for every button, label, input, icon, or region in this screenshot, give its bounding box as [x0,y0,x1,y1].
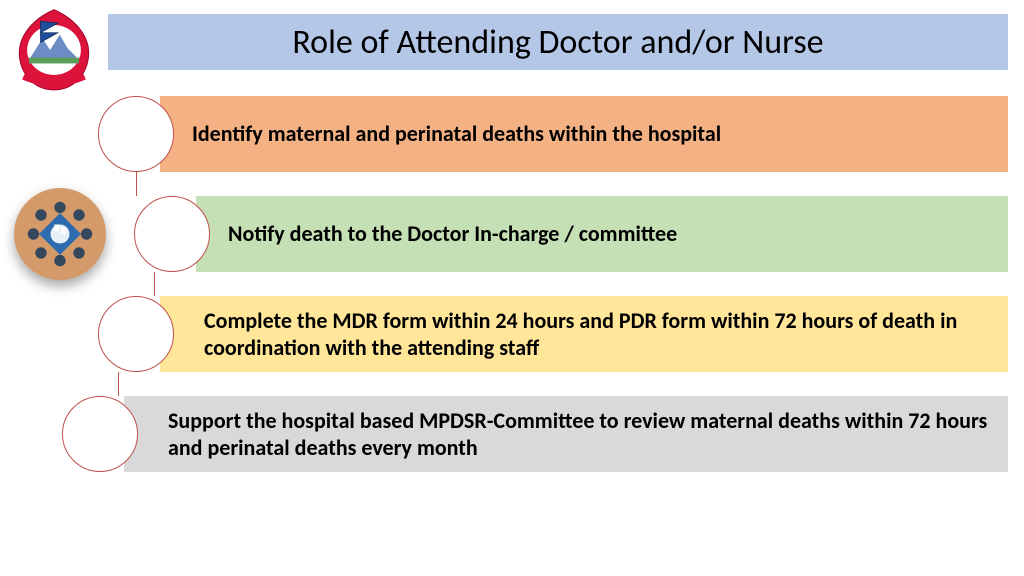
meeting-icon [14,188,106,280]
step-bar: Identify maternal and perinatal deaths w… [160,96,1008,172]
step-bar: Support the hospital based MPDSR-Committ… [124,396,1008,472]
step-marker [98,96,174,172]
step-marker [98,296,174,372]
step-label: Notify death to the Doctor In-charge / c… [228,220,677,248]
step-bar: Complete the MDR form within 24 hours an… [160,296,1008,372]
nepal-emblem [6,2,102,98]
step-marker [134,196,210,272]
step-marker [62,396,138,472]
step-label: Support the hospital based MPDSR-Committ… [168,407,988,462]
step-bar: Notify death to the Doctor In-charge / c… [196,196,1008,272]
page-title: Role of Attending Doctor and/or Nurse [108,14,1008,70]
step-label: Complete the MDR form within 24 hours an… [204,307,988,362]
connector-line [154,272,155,296]
step-label: Identify maternal and perinatal deaths w… [192,120,721,148]
connector-line [118,372,119,396]
title-text: Role of Attending Doctor and/or Nurse [292,22,823,63]
connector-line [136,172,137,196]
